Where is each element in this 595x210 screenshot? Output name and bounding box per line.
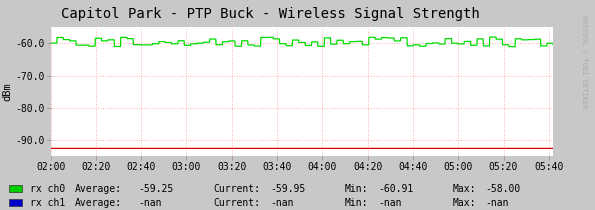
Text: Current:: Current: <box>213 184 260 194</box>
Text: Min:: Min: <box>345 198 368 208</box>
Text: -nan: -nan <box>485 198 508 208</box>
Text: -nan: -nan <box>138 198 161 208</box>
Text: -59.95: -59.95 <box>271 184 306 194</box>
Text: Current:: Current: <box>213 198 260 208</box>
Text: Min:: Min: <box>345 184 368 194</box>
Text: RRDTOOL / TOBI OETIKER: RRDTOOL / TOBI OETIKER <box>581 15 587 108</box>
Text: rx ch1: rx ch1 <box>30 198 65 208</box>
Text: Capitol Park - PTP Buck - Wireless Signal Strength: Capitol Park - PTP Buck - Wireless Signa… <box>61 7 480 21</box>
Text: Average:: Average: <box>74 184 121 194</box>
Text: Max:: Max: <box>452 198 475 208</box>
Text: -nan: -nan <box>378 198 401 208</box>
Text: rx ch0: rx ch0 <box>30 184 65 194</box>
Text: -58.00: -58.00 <box>485 184 520 194</box>
Text: Average:: Average: <box>74 198 121 208</box>
Text: -59.25: -59.25 <box>138 184 173 194</box>
Text: Max:: Max: <box>452 184 475 194</box>
Text: -60.91: -60.91 <box>378 184 413 194</box>
Text: -nan: -nan <box>271 198 294 208</box>
Y-axis label: dBm: dBm <box>3 83 13 101</box>
